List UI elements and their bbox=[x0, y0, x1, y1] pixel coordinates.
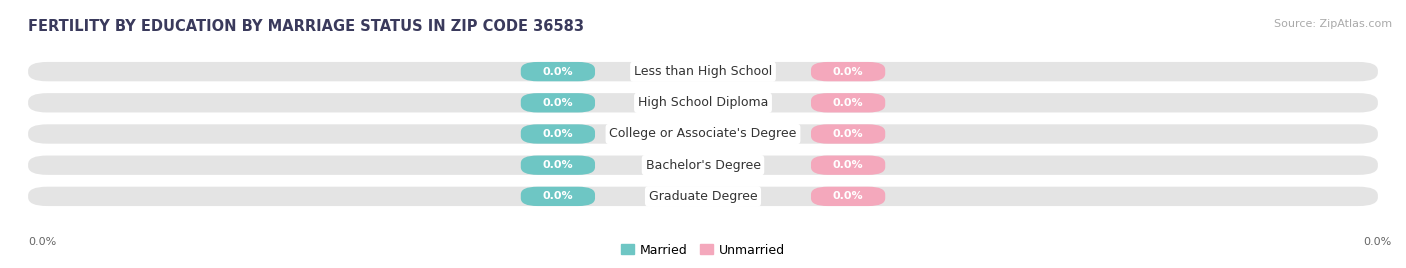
Text: 0.0%: 0.0% bbox=[832, 129, 863, 139]
Text: 0.0%: 0.0% bbox=[28, 237, 56, 247]
Text: 0.0%: 0.0% bbox=[543, 160, 574, 170]
Text: 0.0%: 0.0% bbox=[832, 67, 863, 77]
Text: FERTILITY BY EDUCATION BY MARRIAGE STATUS IN ZIP CODE 36583: FERTILITY BY EDUCATION BY MARRIAGE STATU… bbox=[28, 19, 583, 34]
Text: High School Diploma: High School Diploma bbox=[638, 96, 768, 109]
Text: Graduate Degree: Graduate Degree bbox=[648, 190, 758, 203]
FancyBboxPatch shape bbox=[811, 187, 886, 206]
FancyBboxPatch shape bbox=[28, 124, 1378, 144]
Text: Less than High School: Less than High School bbox=[634, 65, 772, 78]
FancyBboxPatch shape bbox=[811, 62, 886, 81]
FancyBboxPatch shape bbox=[811, 93, 886, 113]
Text: College or Associate's Degree: College or Associate's Degree bbox=[609, 128, 797, 140]
FancyBboxPatch shape bbox=[811, 124, 886, 144]
FancyBboxPatch shape bbox=[520, 62, 595, 81]
Text: 0.0%: 0.0% bbox=[832, 160, 863, 170]
Text: 0.0%: 0.0% bbox=[543, 191, 574, 201]
FancyBboxPatch shape bbox=[28, 62, 1378, 81]
Text: 0.0%: 0.0% bbox=[543, 129, 574, 139]
Text: 0.0%: 0.0% bbox=[543, 98, 574, 108]
FancyBboxPatch shape bbox=[28, 155, 1378, 175]
FancyBboxPatch shape bbox=[28, 187, 1378, 206]
FancyBboxPatch shape bbox=[520, 124, 595, 144]
FancyBboxPatch shape bbox=[520, 155, 595, 175]
Text: Bachelor's Degree: Bachelor's Degree bbox=[645, 159, 761, 172]
Legend: Married, Unmarried: Married, Unmarried bbox=[616, 239, 790, 262]
FancyBboxPatch shape bbox=[28, 93, 1378, 113]
FancyBboxPatch shape bbox=[520, 187, 595, 206]
Text: 0.0%: 0.0% bbox=[832, 191, 863, 201]
FancyBboxPatch shape bbox=[520, 93, 595, 113]
Text: 0.0%: 0.0% bbox=[1364, 237, 1392, 247]
FancyBboxPatch shape bbox=[811, 155, 886, 175]
Text: 0.0%: 0.0% bbox=[832, 98, 863, 108]
Text: 0.0%: 0.0% bbox=[543, 67, 574, 77]
Text: Source: ZipAtlas.com: Source: ZipAtlas.com bbox=[1274, 19, 1392, 29]
